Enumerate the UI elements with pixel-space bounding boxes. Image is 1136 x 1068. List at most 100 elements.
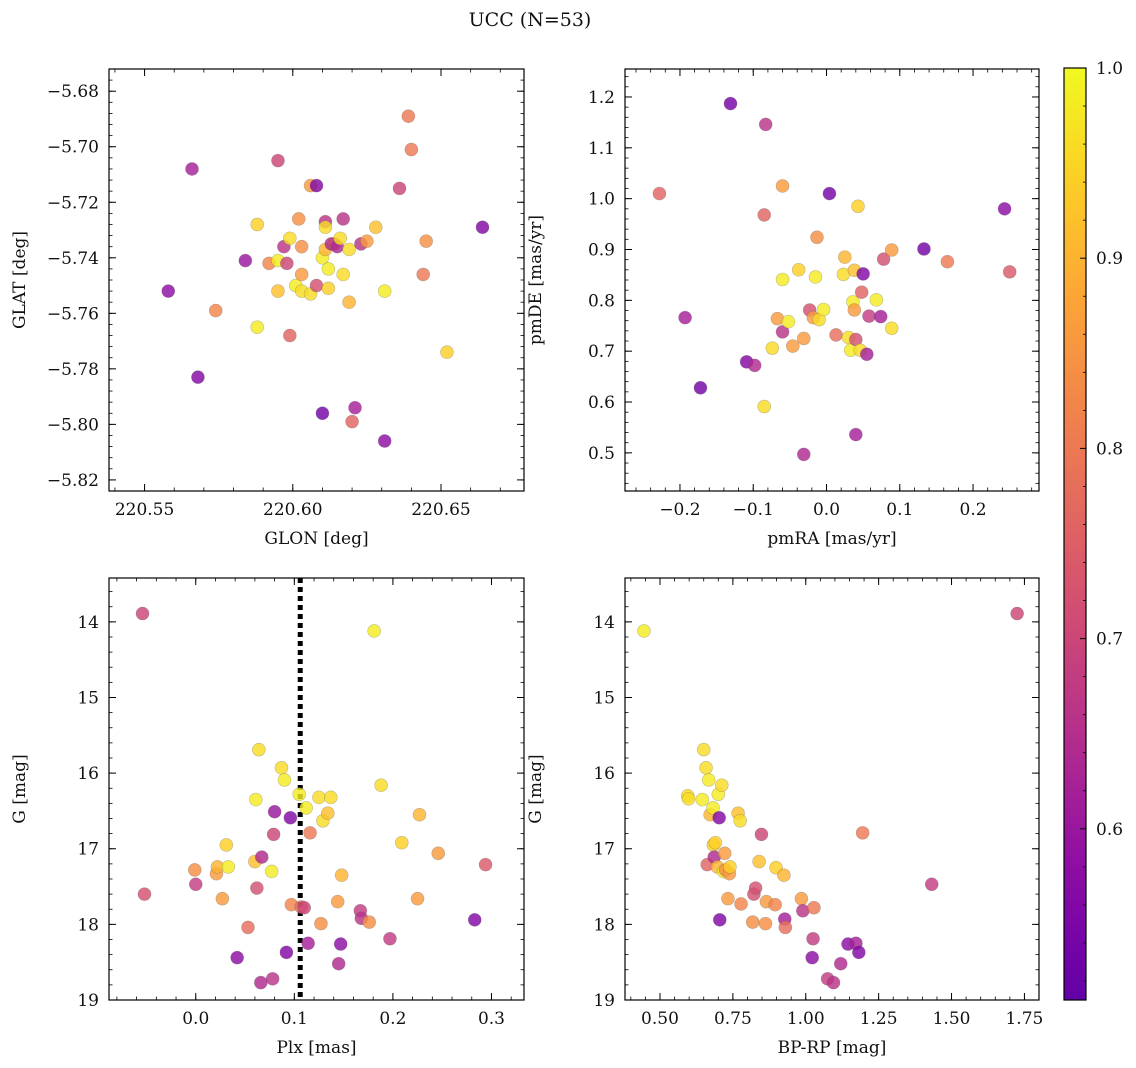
data-point	[419, 234, 433, 248]
data-point	[431, 846, 446, 861]
data-point	[238, 253, 253, 268]
data-point	[884, 321, 899, 336]
data-point	[852, 945, 866, 960]
colorbar-tick-label: 0.6	[1096, 820, 1123, 840]
x-tick-label: 0.1	[281, 1009, 308, 1029]
data-point	[806, 931, 820, 946]
data-point	[368, 220, 383, 235]
data-point	[808, 270, 823, 284]
data-point	[796, 331, 811, 346]
data-point	[221, 860, 236, 874]
data-point	[374, 778, 388, 793]
data-point	[297, 900, 311, 915]
data-point	[714, 778, 729, 793]
y-tick-label: −5.70	[47, 138, 99, 158]
data-point	[754, 827, 769, 842]
data-point	[404, 142, 419, 157]
y-tick-label: −5.80	[47, 415, 99, 435]
data-point	[274, 761, 289, 775]
data-point	[747, 358, 762, 373]
data-point	[475, 220, 490, 235]
data-point	[862, 309, 876, 323]
data-point	[637, 624, 651, 638]
data-point	[816, 302, 831, 317]
data-point	[336, 212, 350, 226]
data-point	[712, 913, 727, 927]
x-tick-label: 1.50	[933, 1009, 971, 1029]
data-point	[383, 931, 397, 946]
x-tick-label: 1.75	[1005, 1009, 1043, 1029]
data-point	[876, 252, 891, 266]
y-tick-label: 1.2	[588, 88, 615, 108]
data-point	[778, 920, 793, 935]
data-point	[267, 804, 282, 819]
data-point	[696, 742, 711, 757]
data-point	[838, 250, 852, 264]
x-tick-label: 1.00	[787, 1009, 825, 1029]
data-point	[394, 835, 409, 850]
data-point	[342, 242, 356, 257]
data-point	[250, 881, 264, 895]
y-tick-label: −5.78	[47, 360, 99, 380]
data-point	[873, 309, 888, 324]
figure-title: UCC (N=53)	[469, 9, 592, 31]
data-point	[997, 202, 1012, 216]
data-point	[254, 975, 268, 990]
panel-1: 220.55 220.60 220.65 −5.68 −5.70 −5.72 −5.74 −5…	[10, 68, 525, 549]
data-point	[345, 414, 359, 429]
colorbar: 0.6 0.7 0.8 0.9 1.0	[1063, 59, 1123, 1001]
data-point	[833, 956, 848, 971]
data-point	[758, 916, 773, 931]
y-axis-label: pmDE [mas/yr]	[526, 215, 546, 345]
y-tick-label: 0.7	[588, 342, 615, 362]
data-point	[250, 217, 265, 232]
y-tick-label: −5.74	[47, 249, 99, 269]
data-point	[362, 915, 377, 929]
data-point	[757, 208, 772, 222]
y-tick-label: 1.0	[588, 190, 615, 210]
x-tick-label: 220.65	[411, 500, 470, 520]
data-point	[360, 234, 374, 248]
data-point	[283, 231, 297, 246]
data-point	[137, 887, 152, 901]
data-point	[860, 347, 874, 362]
y-tick-label: 14	[77, 613, 99, 633]
data-point	[271, 153, 285, 168]
data-point	[188, 877, 203, 892]
data-point	[334, 868, 349, 883]
data-point	[884, 243, 899, 257]
y-axis-label: GLAT [deg]	[10, 231, 30, 329]
colorbar-tick-label: 0.7	[1096, 630, 1123, 650]
panel-2: −0.2 −0.1 0.0 0.1 0.2 0.5 0.6 0.7 0.8 0.9 1.0 1.1 1.…	[526, 68, 1040, 549]
data-point	[775, 325, 790, 339]
data-point	[301, 936, 315, 951]
colorbar-gradient	[1063, 67, 1087, 1001]
data-point	[292, 787, 307, 802]
data-point	[805, 950, 819, 965]
data-point	[410, 891, 425, 906]
data-point	[681, 792, 696, 806]
data-point	[309, 278, 324, 293]
data-point	[1010, 606, 1024, 621]
data-point	[721, 891, 735, 906]
axes-frame	[624, 577, 1040, 1001]
data-point	[323, 790, 338, 805]
y-tick-label: −5.76	[47, 304, 99, 324]
data-point	[294, 267, 309, 282]
data-point	[250, 320, 265, 334]
data-point	[791, 263, 806, 277]
data-point	[829, 328, 843, 342]
data-point	[807, 900, 821, 915]
data-point	[230, 950, 244, 965]
data-point	[717, 846, 732, 861]
x-tick-label: 0.50	[641, 1009, 679, 1029]
data-point	[303, 826, 317, 840]
data-point	[748, 881, 763, 895]
data-point	[917, 242, 931, 256]
data-point	[191, 370, 205, 384]
data-point	[336, 267, 350, 282]
data-point	[315, 406, 330, 421]
data-point	[708, 835, 723, 850]
data-point	[283, 810, 298, 825]
